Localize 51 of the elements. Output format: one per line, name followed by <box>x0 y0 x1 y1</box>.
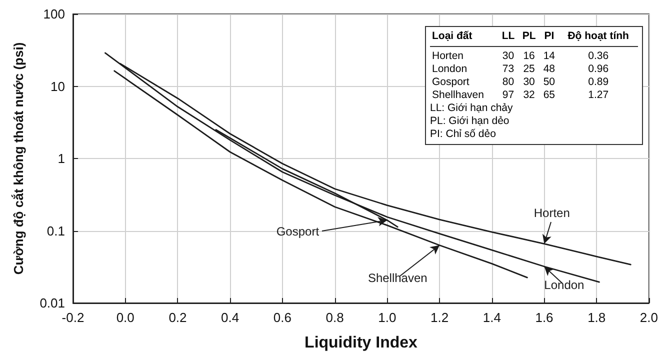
annotation: PL <box>518 30 540 46</box>
annotation: Gosport <box>431 76 470 89</box>
legend-label: London <box>544 278 584 292</box>
annotation: 0.89 <box>587 76 610 89</box>
y-tick-label: 10 <box>50 78 65 94</box>
text: Shellhaven <box>368 270 428 285</box>
y-tick-label: 0.1 <box>46 223 65 238</box>
annotation: 30 <box>501 49 516 63</box>
y-axis-title: Cường độ cắt không thoát nước (psi) <box>11 42 26 275</box>
x-tick-label: 1.6 <box>535 310 554 325</box>
annotation: 73 <box>501 63 516 76</box>
annotation: PL: Giới hạn dẻo <box>430 115 510 128</box>
text: Gosport <box>276 224 320 238</box>
annotation: 25 <box>522 63 536 76</box>
x-tick-label: 0.2 <box>168 310 187 325</box>
annotation: 0.36 <box>587 49 610 63</box>
annotation: 65 <box>542 89 556 102</box>
annotation: LL: Giới hạn chảy <box>430 102 514 115</box>
annotation: PI <box>540 30 559 46</box>
x-tick-label: 0.0 <box>116 310 134 325</box>
x-tick-label: 1.4 <box>482 310 501 325</box>
y-tick-label: 0.01 <box>40 296 65 310</box>
y-tick-label: 1 <box>58 151 65 166</box>
x-tick-label: 0.8 <box>326 310 344 325</box>
annotation: London <box>431 63 468 76</box>
x-tick-label: 0.6 <box>273 310 292 325</box>
annotation: Horten <box>431 49 465 63</box>
y-tick-label: 100 <box>43 6 65 22</box>
x-tick-label: 1.2 <box>430 310 449 325</box>
annotation: 97 <box>501 89 516 102</box>
annotation: Độ hoạt tính <box>558 30 638 46</box>
annotation: 48 <box>542 63 556 76</box>
annotation: 80 <box>501 76 516 89</box>
x-tick-label: 1.0 <box>378 310 396 325</box>
annotation: 14 <box>542 49 556 63</box>
x-tick-label: 0.4 <box>221 310 240 325</box>
x-axis-title: Liquidity Index <box>304 334 418 352</box>
annotation: 0.96 <box>587 63 610 76</box>
annotation: 50 <box>542 76 556 89</box>
annotation: 16 <box>522 49 536 63</box>
x-tick-label: 2.0 <box>640 310 658 325</box>
annotation: 30 <box>522 76 536 89</box>
annotation: 1.27 <box>587 89 610 102</box>
x-tick-label: -0.2 <box>62 310 84 325</box>
annotation: 32 <box>522 89 536 102</box>
annotation: Loại đất <box>430 30 498 46</box>
annotation: PI: Chỉ số dẻo <box>430 128 497 141</box>
series-label: Horten <box>534 206 570 220</box>
x-tick-label: 1.8 <box>588 310 606 325</box>
annotation: Shellhaven <box>431 89 485 102</box>
annotation: LL <box>498 30 518 46</box>
